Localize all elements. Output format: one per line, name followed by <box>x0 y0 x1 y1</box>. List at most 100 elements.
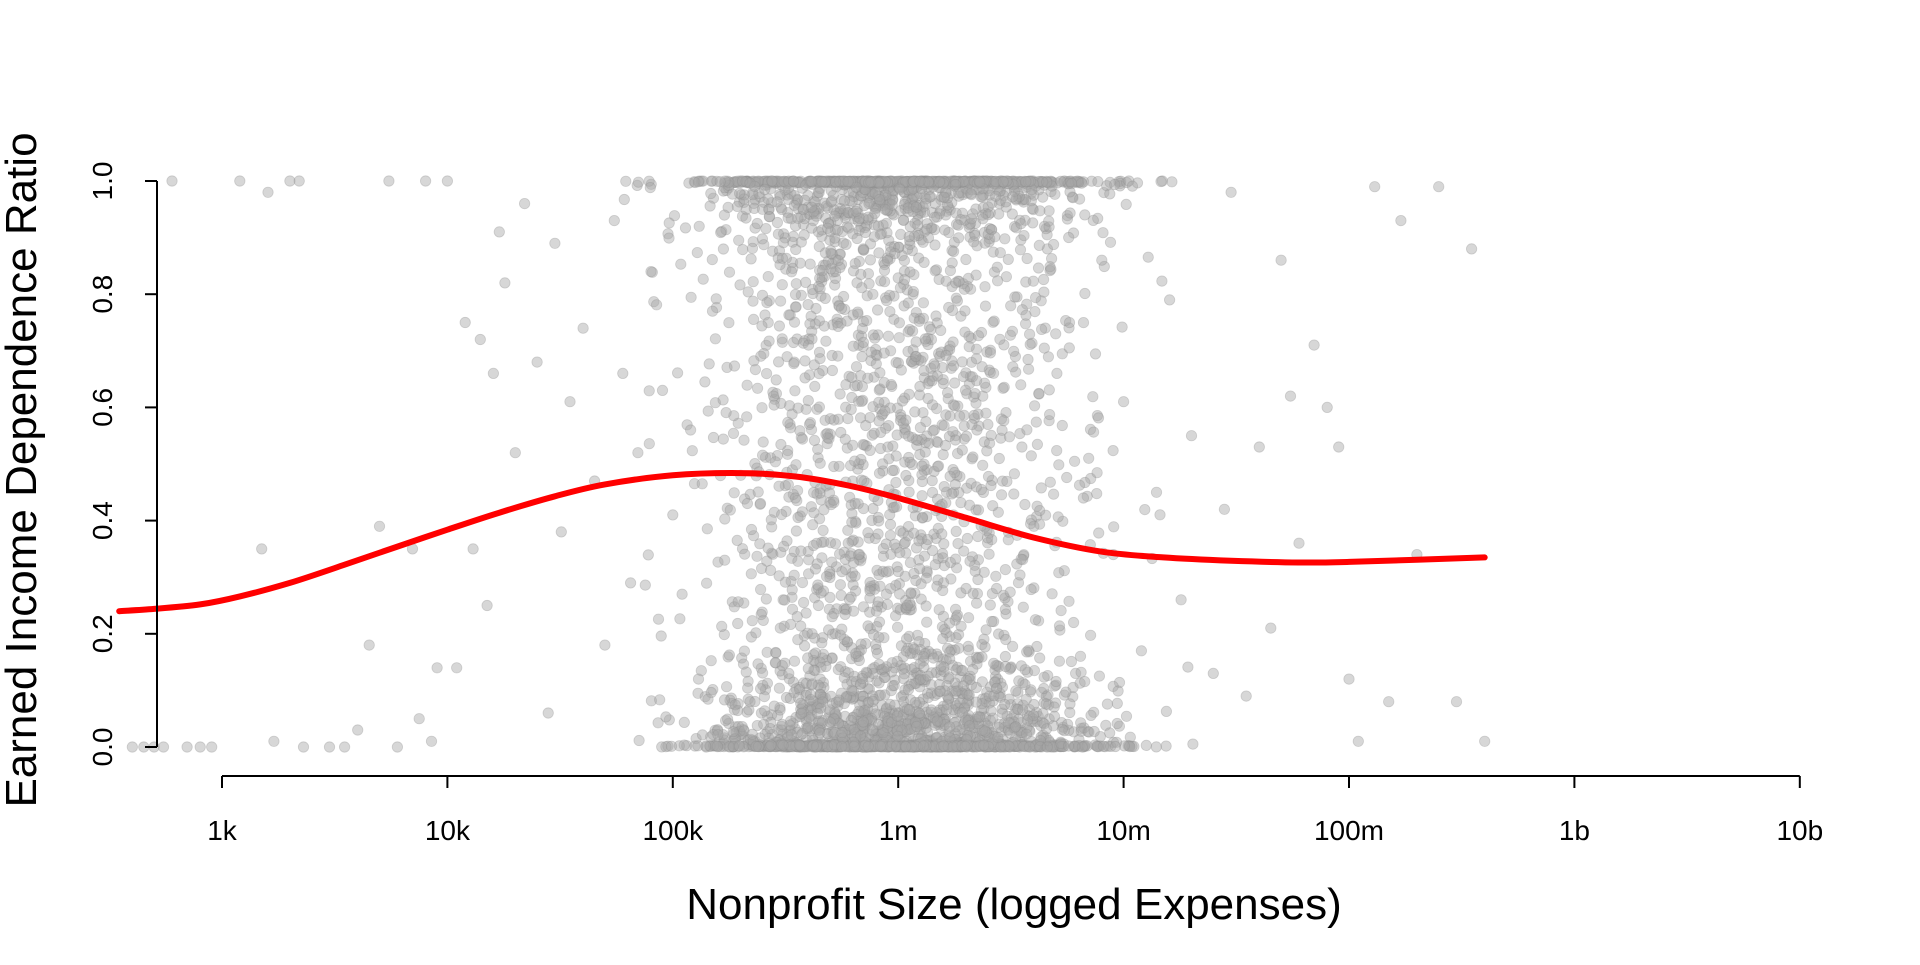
data-point <box>742 675 754 687</box>
data-point <box>895 739 908 751</box>
data-point <box>833 696 845 708</box>
data-point <box>980 695 992 708</box>
data-point <box>741 175 754 187</box>
data-point <box>885 705 898 717</box>
data-point <box>969 739 982 752</box>
data-point <box>968 227 981 239</box>
data-point <box>817 740 829 753</box>
data-point <box>990 190 1002 202</box>
data-point <box>863 671 875 683</box>
data-point <box>817 676 830 689</box>
data-point <box>1014 740 1027 752</box>
data-point <box>811 740 823 753</box>
data-point <box>864 411 876 424</box>
data-point <box>1006 640 1019 653</box>
data-point <box>762 740 774 753</box>
data-point <box>746 728 758 740</box>
data-point <box>995 741 1007 753</box>
data-point <box>861 177 873 189</box>
data-point <box>909 587 921 599</box>
data-point <box>599 639 611 651</box>
data-point <box>839 665 851 678</box>
data-point <box>804 208 816 221</box>
data-point <box>825 263 837 275</box>
data-point <box>891 176 903 188</box>
data-point <box>955 497 967 509</box>
data-point <box>854 724 866 736</box>
data-point <box>953 642 965 654</box>
data-point <box>968 412 981 424</box>
data-point <box>1450 696 1463 708</box>
data-point <box>964 670 976 682</box>
data-point <box>835 317 847 329</box>
data-point <box>994 247 1006 259</box>
data-point <box>1004 586 1016 598</box>
data-point <box>995 726 1007 738</box>
data-point <box>846 176 858 188</box>
data-point <box>1041 229 1053 241</box>
data-point <box>819 177 831 189</box>
data-point <box>906 325 919 337</box>
data-point <box>781 189 793 201</box>
data-point <box>900 414 912 426</box>
data-point <box>742 693 754 705</box>
data-point <box>923 735 936 747</box>
data-point <box>1008 708 1020 721</box>
data-point <box>892 357 905 369</box>
data-point <box>655 630 667 642</box>
data-point <box>904 323 916 336</box>
data-point <box>851 176 864 188</box>
data-point <box>783 667 795 680</box>
data-point <box>1104 176 1116 188</box>
data-point <box>1093 670 1106 682</box>
data-point <box>939 739 952 752</box>
data-point <box>824 496 836 508</box>
data-point <box>714 176 726 188</box>
data-point <box>706 254 718 266</box>
data-point <box>886 464 899 477</box>
data-point <box>912 176 925 188</box>
data-point <box>1035 295 1047 307</box>
data-point <box>1063 231 1075 244</box>
data-point <box>792 740 804 752</box>
data-point <box>792 511 804 524</box>
data-point <box>1009 732 1022 745</box>
data-point <box>763 732 775 744</box>
data-point <box>1074 677 1086 689</box>
data-point <box>851 176 864 188</box>
data-point <box>878 189 890 201</box>
data-point <box>720 184 733 197</box>
data-point <box>700 741 712 753</box>
data-point <box>1120 198 1132 210</box>
data-point <box>804 318 816 330</box>
data-point <box>1074 193 1086 205</box>
data-point <box>985 224 998 236</box>
data-point <box>879 179 892 191</box>
data-point <box>1024 328 1036 340</box>
data-point <box>832 350 844 362</box>
data-point <box>832 320 844 332</box>
data-point <box>862 175 874 187</box>
data-point <box>1101 698 1114 710</box>
data-point <box>762 316 774 329</box>
data-point <box>756 402 768 414</box>
data-point <box>1006 175 1018 188</box>
data-point <box>926 544 939 557</box>
x-tick-label: 1m <box>879 815 918 846</box>
data-point <box>838 207 850 219</box>
data-point <box>836 177 849 189</box>
data-point <box>769 740 781 753</box>
data-point <box>792 740 804 752</box>
data-point <box>796 182 808 194</box>
data-point <box>818 176 830 188</box>
data-point <box>781 176 793 188</box>
data-point <box>750 740 762 753</box>
data-point <box>809 563 822 575</box>
data-point <box>1000 196 1012 208</box>
data-point <box>935 740 948 752</box>
data-point <box>852 741 865 753</box>
data-point <box>956 356 968 368</box>
data-point <box>1016 441 1028 453</box>
